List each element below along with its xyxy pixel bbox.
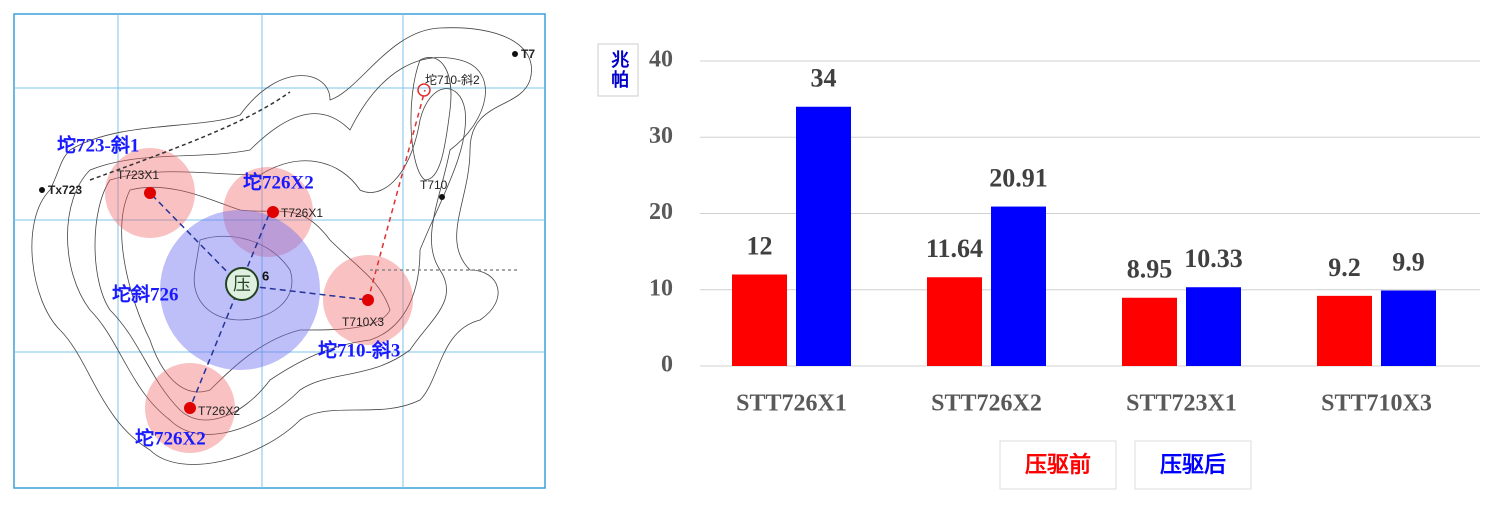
well-label: T710X3	[342, 315, 384, 329]
bar	[796, 106, 851, 366]
well-paths	[89, 89, 520, 409]
well-label: T7	[521, 47, 535, 61]
y-tick-label: 30	[649, 123, 673, 149]
y-label-box	[597, 43, 639, 97]
contours	[31, 27, 532, 465]
value-label: 12	[747, 231, 773, 260]
well-label: 坨斜726	[112, 282, 179, 305]
injection-well	[225, 267, 259, 301]
well-label: Tx723	[48, 183, 82, 197]
map-grid	[14, 14, 545, 488]
wells	[144, 187, 374, 414]
bar	[1186, 287, 1241, 366]
y-tick-label: 20	[649, 199, 673, 225]
chart: 兆帕 0 10 20 30 40 STT726X1 12 34 STT726X2 11.64 20.…	[597, 43, 1480, 490]
other-wells	[39, 51, 518, 200]
value-label: 9.2	[1328, 253, 1361, 282]
value-label: 10.33	[1184, 244, 1243, 273]
well-label: 压	[233, 274, 251, 294]
legend-box	[1134, 440, 1252, 490]
map: 坨723-斜1 Tx723 T723X1 坨726X2 T726X1 T710 …	[13, 13, 546, 489]
target-well	[417, 83, 431, 97]
x-tick-label: STT726X2	[931, 391, 1042, 417]
x-tick-label: STT723X1	[1126, 391, 1237, 417]
bar	[927, 277, 982, 366]
well-label: 坨723-斜1	[57, 133, 139, 156]
y-tick-label: 0	[661, 352, 673, 378]
bar	[732, 274, 787, 366]
y-tick-label: 10	[649, 275, 673, 301]
value-label: 20.91	[989, 164, 1048, 193]
value-label: 11.64	[926, 234, 983, 263]
well-label: 坨726X2	[243, 170, 314, 193]
well-label: T726X2	[198, 404, 240, 418]
bar	[991, 206, 1046, 366]
bar	[1381, 290, 1436, 366]
well-label: 6	[262, 268, 269, 283]
well-label: T723X1	[117, 168, 159, 182]
bar	[1122, 297, 1177, 366]
x-tick-label: STT726X1	[736, 391, 847, 417]
well-label: 坨710-斜3	[318, 338, 400, 361]
legend-label: 压驱后	[1160, 452, 1226, 477]
well-label: T710	[420, 178, 448, 192]
value-label: 8.95	[1127, 255, 1173, 284]
value-label: 9.9	[1392, 247, 1425, 276]
well-label: 坨710-斜2	[425, 72, 480, 87]
legend-box	[999, 440, 1117, 490]
value-label: 34	[811, 64, 837, 93]
legend-label: 压驱前	[1025, 452, 1091, 477]
y-tick-label: 40	[649, 47, 673, 73]
well-label: 坨726X2	[135, 426, 206, 449]
x-tick-label: STT710X3	[1321, 391, 1432, 417]
well-label: T726X1	[281, 206, 323, 220]
y-axis-label: 兆帕	[609, 50, 629, 90]
bar	[1317, 295, 1372, 366]
